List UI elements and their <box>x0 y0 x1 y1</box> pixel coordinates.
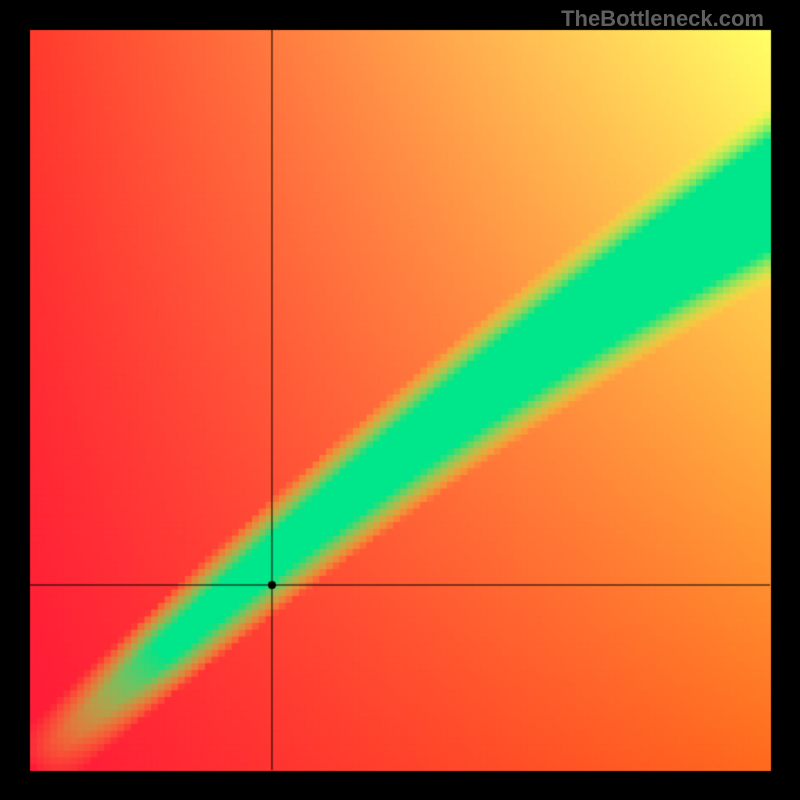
bottleneck-heatmap <box>0 0 800 800</box>
chart-container: TheBottleneck.com <box>0 0 800 800</box>
watermark-text: TheBottleneck.com <box>561 6 764 32</box>
